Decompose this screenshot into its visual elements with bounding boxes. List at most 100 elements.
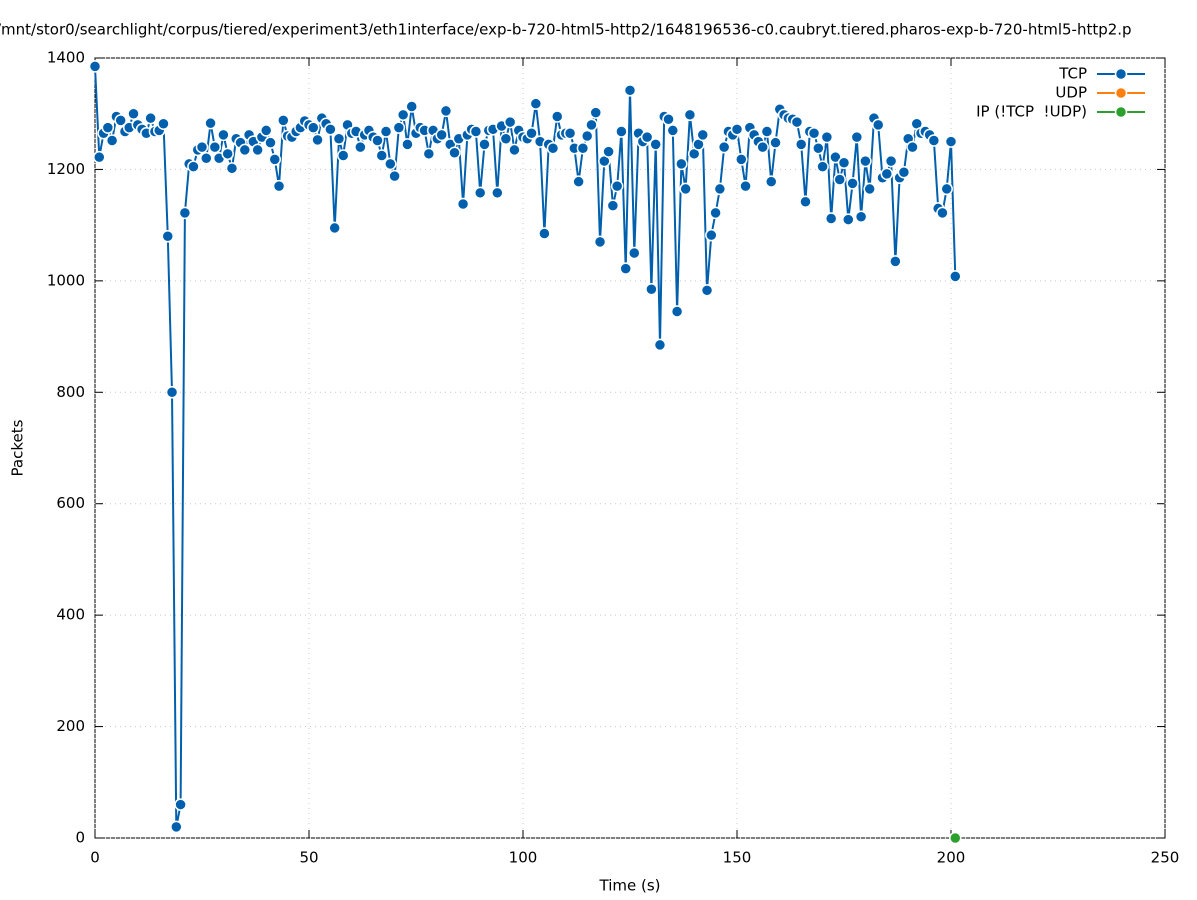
data-point [807,126,821,140]
data-point [842,213,855,226]
data-point [927,134,941,147]
data-point [884,154,898,168]
y-tick-label: 0 [75,829,85,847]
data-point [328,221,341,235]
data-point [602,145,615,158]
data-point [563,126,577,140]
data-point [572,175,585,188]
data-point [324,123,337,136]
data-point [448,146,461,159]
data-point [812,142,825,155]
y-tick-label: 600 [56,494,85,512]
data-point [799,195,812,208]
x-tick-label: 100 [509,849,538,867]
data-point [640,130,654,144]
data-point [332,132,346,146]
series-line [94,66,957,828]
data-point [264,136,277,149]
data-point [200,152,213,165]
legend-label: UDP [1055,84,1087,102]
data-point [127,107,140,120]
data-point [833,173,846,186]
data-point [794,138,808,151]
y-tick-label: 1200 [47,160,85,178]
data-point [889,255,902,268]
data-point [371,134,384,147]
data-point [272,179,286,193]
data-point [268,153,282,166]
legend-label: IP (!TCP !UDP) [976,103,1087,121]
data-point [846,177,859,190]
data-point [662,113,675,126]
data-point [589,106,603,119]
data-point [585,118,598,132]
data-point [705,228,718,242]
data-point [628,246,641,260]
data-point [379,125,393,138]
data-point [854,210,868,224]
y-axis-label: Packets [9,419,27,476]
data-point [238,143,252,157]
data-point [880,167,894,181]
data-point [384,157,397,171]
data-point [610,179,624,193]
x-tick-label: 50 [299,849,318,867]
data-point [713,182,727,196]
y-tick-label: 1000 [47,271,85,289]
data-point [949,831,962,845]
data-point [392,121,406,134]
data-point [760,125,774,138]
data-point [525,126,538,140]
data-point [499,132,513,146]
data-point [683,108,697,122]
x-tick-label: 250 [1151,849,1180,867]
data-point [311,133,324,147]
data-point [897,165,911,179]
data-point [940,182,953,196]
data-point [606,199,620,212]
data-point [653,338,667,352]
data-point [739,179,752,193]
data-point [944,135,958,148]
data-point [456,197,470,211]
data-point [871,118,885,132]
y-tick-label: 400 [56,606,85,624]
data-point [251,143,264,157]
legend-swatch [1114,86,1128,100]
data-point [580,129,594,143]
data-point [217,128,230,142]
data-point [105,134,119,147]
data-point [769,136,782,149]
data-point [165,386,179,399]
data-point [735,153,748,166]
data-point [863,182,876,196]
data-point [473,186,487,200]
data-point [503,115,517,129]
data-point [187,160,200,173]
data-point [859,154,872,168]
data-point [820,130,834,144]
data-point [469,125,483,138]
data-point [666,124,680,137]
x-tick-label: 200 [937,849,966,867]
data-point [949,270,962,283]
data-point [906,140,919,154]
data-point [679,182,692,196]
data-point [764,175,778,188]
chart-title: /mnt/stor0/searchlight/corpus/tiered/exp… [0,21,1132,39]
data-point [204,116,217,130]
x-axis-label: Time (s) [599,877,661,895]
data-point [936,206,949,220]
data-point [491,186,504,200]
data-point [829,150,842,164]
y-tick-label: 1400 [47,49,85,67]
data-point [623,84,637,97]
data-point [675,157,688,171]
y-tick-label: 200 [56,717,85,735]
x-tick-label: 0 [90,849,100,867]
data-point [645,282,658,296]
data-point [816,160,829,173]
data-point [195,140,209,154]
data-point [529,97,543,110]
data-point [422,147,436,161]
